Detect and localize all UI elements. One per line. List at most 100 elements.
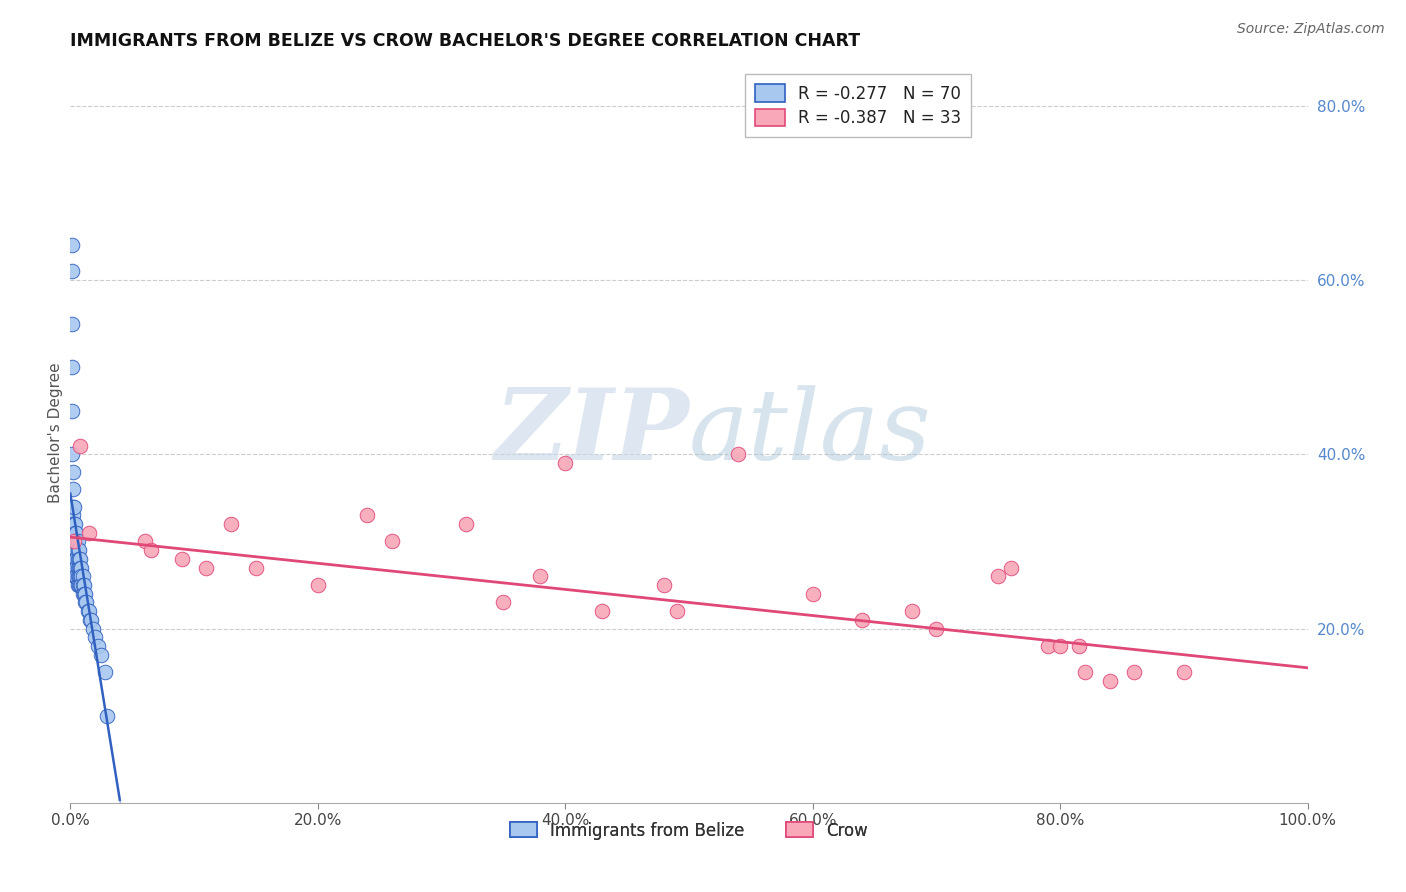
Point bbox=[245, 560, 267, 574]
Point bbox=[62, 500, 84, 514]
Point bbox=[65, 525, 87, 540]
Point bbox=[63, 534, 86, 549]
Point bbox=[84, 630, 107, 644]
Point bbox=[65, 552, 87, 566]
Point bbox=[307, 578, 329, 592]
Point bbox=[62, 517, 84, 532]
Point bbox=[96, 708, 118, 723]
Point bbox=[65, 525, 87, 540]
Point bbox=[69, 560, 91, 574]
Point bbox=[65, 552, 87, 566]
Point bbox=[65, 543, 87, 558]
Point bbox=[65, 534, 87, 549]
Point bbox=[66, 569, 89, 583]
Point bbox=[529, 569, 551, 583]
Point bbox=[63, 569, 86, 583]
Point bbox=[195, 560, 218, 574]
Point bbox=[63, 517, 86, 532]
Point bbox=[63, 525, 86, 540]
Point bbox=[66, 552, 89, 566]
Point bbox=[63, 534, 86, 549]
Point bbox=[134, 534, 156, 549]
Text: Source: ZipAtlas.com: Source: ZipAtlas.com bbox=[1237, 22, 1385, 37]
Point bbox=[900, 604, 922, 618]
Point bbox=[65, 560, 87, 574]
Point bbox=[60, 360, 83, 375]
Point bbox=[75, 595, 97, 609]
Point bbox=[665, 604, 688, 618]
Point bbox=[727, 447, 749, 461]
Point bbox=[65, 569, 87, 583]
Point bbox=[60, 317, 83, 331]
Point bbox=[70, 578, 93, 592]
Point bbox=[801, 587, 824, 601]
Point bbox=[1098, 673, 1121, 688]
Point bbox=[492, 595, 515, 609]
Point bbox=[75, 595, 97, 609]
Point bbox=[82, 622, 104, 636]
Point bbox=[63, 552, 86, 566]
Point bbox=[925, 622, 948, 636]
Point bbox=[60, 447, 83, 461]
Point bbox=[73, 578, 96, 592]
Point bbox=[66, 578, 89, 592]
Text: ZIP: ZIP bbox=[494, 384, 689, 481]
Point bbox=[66, 534, 89, 549]
Point bbox=[69, 552, 91, 566]
Point bbox=[70, 569, 93, 583]
Point bbox=[456, 517, 478, 532]
Point bbox=[219, 517, 242, 532]
Point bbox=[60, 238, 83, 252]
Point bbox=[1036, 639, 1059, 653]
Point bbox=[60, 264, 83, 278]
Point bbox=[63, 543, 86, 558]
Point bbox=[1173, 665, 1195, 680]
Point bbox=[72, 578, 94, 592]
Point bbox=[170, 552, 193, 566]
Point bbox=[1067, 639, 1090, 653]
Point bbox=[69, 569, 91, 583]
Point bbox=[62, 465, 84, 479]
Point bbox=[356, 508, 378, 523]
Point bbox=[80, 613, 103, 627]
Point bbox=[65, 569, 87, 583]
Point bbox=[94, 665, 117, 680]
Point bbox=[591, 604, 613, 618]
Point bbox=[72, 587, 94, 601]
Point bbox=[69, 578, 91, 592]
Point bbox=[67, 569, 90, 583]
Point bbox=[65, 560, 87, 574]
Point bbox=[70, 560, 93, 574]
Point bbox=[77, 604, 100, 618]
Point bbox=[79, 613, 101, 627]
Point bbox=[1049, 639, 1071, 653]
Point bbox=[63, 560, 86, 574]
Point bbox=[69, 439, 91, 453]
Point bbox=[67, 543, 90, 558]
Point bbox=[90, 648, 112, 662]
Point bbox=[62, 534, 84, 549]
Point bbox=[652, 578, 675, 592]
Point bbox=[66, 543, 89, 558]
Point bbox=[381, 534, 404, 549]
Point bbox=[75, 587, 97, 601]
Point bbox=[62, 525, 84, 540]
Point bbox=[1000, 560, 1022, 574]
Point bbox=[1074, 665, 1097, 680]
Point bbox=[851, 613, 873, 627]
Point bbox=[60, 404, 83, 418]
Point bbox=[1123, 665, 1146, 680]
Point bbox=[62, 482, 84, 496]
Point bbox=[77, 525, 100, 540]
Point bbox=[72, 569, 94, 583]
Point bbox=[76, 604, 98, 618]
Y-axis label: Bachelor's Degree: Bachelor's Degree bbox=[48, 362, 63, 503]
Point bbox=[86, 639, 108, 653]
Point bbox=[67, 560, 90, 574]
Point bbox=[62, 508, 84, 523]
Point bbox=[987, 569, 1010, 583]
Point bbox=[66, 560, 89, 574]
Point bbox=[554, 456, 576, 470]
Text: atlas: atlas bbox=[689, 385, 932, 480]
Point bbox=[65, 543, 87, 558]
